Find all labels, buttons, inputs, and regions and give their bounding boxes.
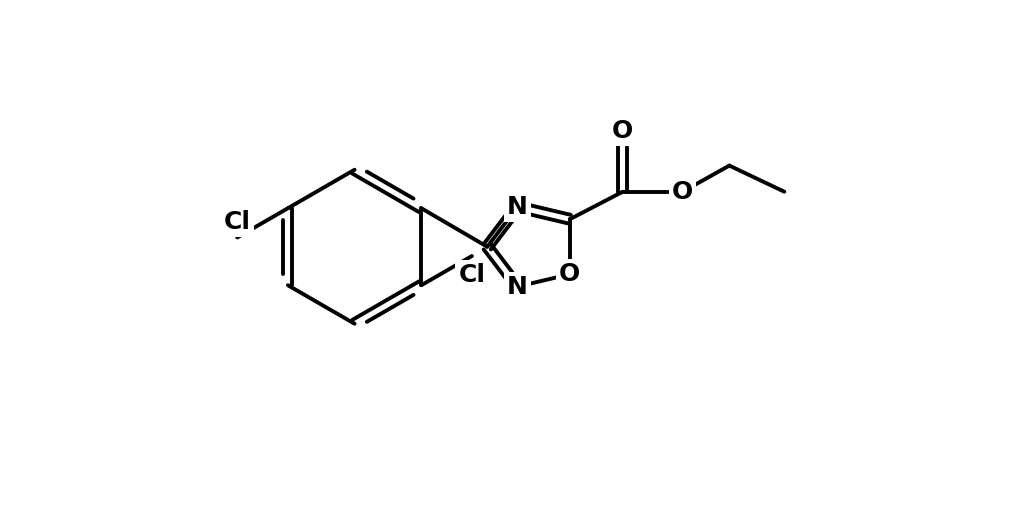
Text: Cl: Cl bbox=[223, 210, 251, 234]
Text: N: N bbox=[507, 195, 528, 219]
Text: Cl: Cl bbox=[458, 263, 485, 287]
Text: O: O bbox=[612, 119, 634, 143]
Text: O: O bbox=[672, 180, 693, 204]
Text: N: N bbox=[507, 275, 528, 299]
Text: O: O bbox=[559, 262, 580, 286]
